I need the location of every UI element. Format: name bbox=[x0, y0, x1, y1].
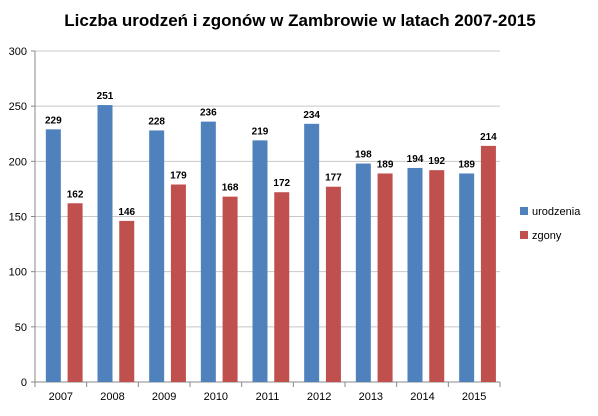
x-tick-label: 2011 bbox=[256, 391, 280, 403]
legend-swatch-zgony bbox=[520, 231, 528, 239]
data-label-urodzenia: 229 bbox=[45, 115, 62, 126]
bar-zgony-2007 bbox=[67, 203, 83, 382]
data-label-zgony: 172 bbox=[273, 178, 290, 189]
x-tick-label: 2012 bbox=[307, 391, 331, 403]
y-tick-label: 100 bbox=[9, 267, 27, 279]
x-tick-label: 2008 bbox=[100, 391, 124, 403]
y-tick-label: 250 bbox=[9, 101, 27, 113]
bar-zgony-2012 bbox=[325, 186, 341, 382]
data-label-zgony: 214 bbox=[480, 132, 497, 143]
y-tick-label: 200 bbox=[9, 156, 27, 168]
data-label-zgony: 189 bbox=[377, 159, 394, 170]
data-labels: 229 251 228 236 219 234 198 194 189 162 146 179 168 1… bbox=[45, 91, 497, 218]
bar-urodzenia-2010 bbox=[200, 121, 216, 382]
data-label-urodzenia: 251 bbox=[97, 91, 114, 102]
bar-zgony-2010 bbox=[222, 196, 238, 382]
x-tick-label: 2014 bbox=[410, 391, 434, 403]
data-label-urodzenia: 236 bbox=[200, 108, 217, 119]
bar-zgony-2014 bbox=[429, 170, 445, 382]
y-tick-label: 150 bbox=[9, 212, 27, 224]
bar-urodzenia-2007 bbox=[45, 129, 61, 382]
x-tick-label: 2015 bbox=[462, 391, 486, 403]
data-label-urodzenia: 234 bbox=[303, 110, 320, 121]
x-tick-label: 2007 bbox=[49, 391, 73, 403]
y-tick-label: 50 bbox=[15, 322, 27, 334]
legend-label-urodzenia: urodzenia bbox=[532, 206, 581, 218]
bar-urodzenia-2015 bbox=[459, 173, 475, 382]
data-label-zgony: 168 bbox=[222, 183, 239, 194]
y-tick-label: 0 bbox=[21, 377, 27, 389]
bar-zgony-2009 bbox=[170, 184, 186, 382]
bar-urodzenia-2009 bbox=[149, 130, 165, 382]
bar-urodzenia-2013 bbox=[355, 163, 371, 382]
data-label-urodzenia: 219 bbox=[252, 126, 269, 137]
x-tick-label: 2009 bbox=[152, 391, 176, 403]
bar-urodzenia-2008 bbox=[97, 105, 113, 383]
x-tick-label: 2013 bbox=[359, 391, 383, 403]
x-tick-label: 2010 bbox=[204, 391, 228, 403]
data-label-urodzenia: 194 bbox=[407, 154, 424, 165]
data-label-zgony: 177 bbox=[325, 173, 342, 184]
bar-urodzenia-2014 bbox=[407, 167, 423, 382]
chart-title: Liczba urodzeń i zgonów w Zambrowie w la… bbox=[64, 11, 535, 30]
data-label-zgony: 146 bbox=[118, 207, 135, 218]
bar-zgony-2015 bbox=[480, 145, 496, 382]
data-label-urodzenia: 198 bbox=[355, 150, 372, 161]
data-label-zgony: 162 bbox=[67, 189, 84, 200]
legend-label-zgony: zgony bbox=[532, 230, 562, 242]
legend: urodzenia zgony bbox=[520, 206, 581, 242]
bar-urodzenia-2011 bbox=[252, 140, 268, 382]
bar-zgony-2011 bbox=[274, 192, 290, 382]
bars bbox=[45, 105, 496, 383]
data-label-urodzenia: 228 bbox=[148, 116, 165, 127]
data-label-urodzenia: 189 bbox=[458, 159, 475, 170]
y-tick-label: 300 bbox=[9, 46, 27, 58]
data-label-zgony: 179 bbox=[170, 171, 187, 182]
data-label-zgony: 192 bbox=[428, 156, 445, 167]
bar-zgony-2013 bbox=[377, 173, 393, 382]
legend-swatch-urodzenia bbox=[520, 207, 528, 215]
bar-zgony-2008 bbox=[119, 220, 135, 382]
bar-urodzenia-2012 bbox=[304, 123, 320, 382]
